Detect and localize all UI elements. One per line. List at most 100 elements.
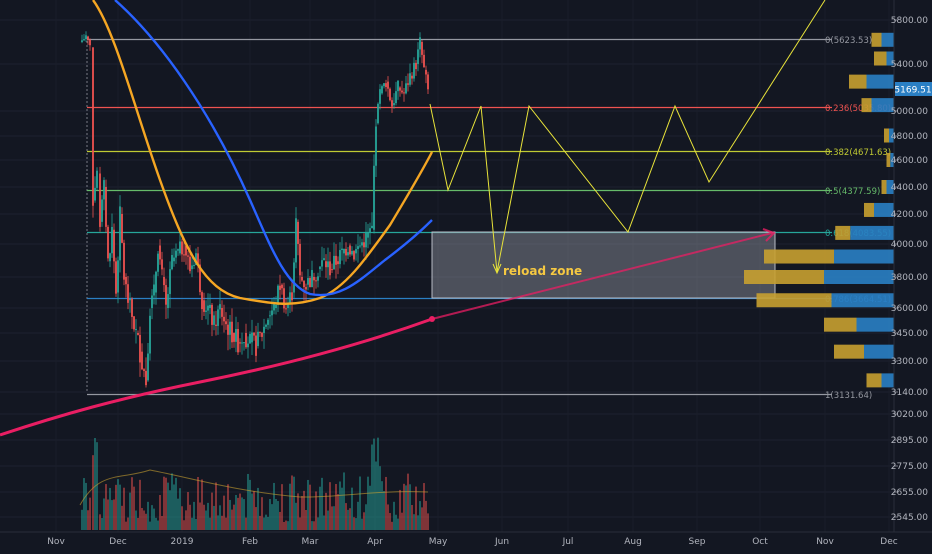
volume-bar: [413, 514, 415, 530]
volume-bar: [335, 483, 337, 530]
candle-body: [419, 37, 421, 50]
volume-bar: [221, 515, 223, 530]
volume-bar: [319, 486, 321, 530]
candle-body: [177, 249, 179, 251]
volume-bar: [333, 506, 335, 530]
volume-bar: [321, 477, 323, 530]
candle-body: [165, 285, 167, 305]
volume-bar: [189, 504, 191, 530]
volume-bar: [231, 509, 233, 530]
volume-bar: [233, 504, 235, 530]
candle-body: [207, 305, 209, 311]
volume-bar: [223, 495, 225, 530]
candle-body: [303, 280, 305, 288]
volume-bar: [325, 492, 327, 530]
volume-bar: [343, 472, 345, 530]
candle-body: [173, 257, 175, 262]
candle-body: [411, 75, 413, 79]
volume-bar: [259, 515, 261, 530]
candle-body: [85, 35, 87, 40]
candle-body: [333, 255, 335, 270]
volume-bar: [399, 489, 401, 530]
volume-bar: [117, 479, 119, 530]
volume-bar: [129, 492, 131, 530]
candle-body: [217, 309, 219, 326]
volume-bar: [107, 499, 109, 530]
volume-bar: [141, 508, 143, 530]
volume-bar: [101, 518, 103, 530]
volume-bar: [109, 487, 111, 530]
vp-bar-up: [886, 180, 894, 194]
candle-body: [379, 89, 381, 104]
y-tick-label: 5400.00: [891, 60, 928, 70]
candle-body: [213, 315, 215, 325]
volume-bar: [303, 490, 305, 530]
volume-bar: [339, 481, 341, 530]
volume-bar: [147, 501, 149, 530]
candle-body: [117, 260, 119, 293]
candle-body: [281, 284, 283, 289]
volume-bar: [133, 486, 135, 530]
candle-body: [277, 285, 279, 305]
y-tick-label: 2775.00: [891, 462, 928, 472]
y-tick-label: 5800.00: [891, 16, 928, 26]
candle-body: [89, 39, 91, 46]
volume-bar: [94, 437, 96, 530]
candle-body: [121, 214, 123, 243]
x-tick-label: Jun: [494, 537, 509, 547]
candle-body: [157, 253, 159, 272]
candle-body: [289, 292, 291, 303]
x-tick-label: Nov: [816, 537, 834, 547]
candle-body: [335, 255, 337, 265]
volume-bars: [79, 437, 429, 530]
volume-bar: [307, 479, 309, 530]
y-tick-label: 3600.00: [891, 304, 928, 314]
candle-body: [295, 218, 297, 263]
volume-bar: [113, 499, 115, 530]
reload-zone-label: reload zone: [503, 264, 582, 278]
volume-bar: [423, 483, 425, 530]
candle-body: [251, 332, 253, 343]
candle-body: [115, 261, 117, 294]
candle-body: [377, 103, 379, 124]
volume-bar: [313, 521, 315, 530]
volume-bar: [297, 493, 299, 530]
candle-body: [227, 324, 229, 335]
candle-body: [389, 88, 391, 101]
volume-bar: [229, 499, 231, 530]
candle-body: [363, 242, 365, 248]
candle-body: [107, 226, 109, 259]
x-tick-label: Feb: [242, 537, 258, 547]
candle-body: [109, 253, 111, 262]
volume-bar: [99, 514, 101, 530]
volume-bar: [385, 476, 387, 530]
vp-bar-down: [756, 293, 832, 308]
volume-ma-line: [79, 469, 429, 506]
vp-bar-down: [874, 51, 887, 66]
candle-body: [343, 248, 345, 254]
volume-bar: [227, 484, 229, 530]
vp-bar-up: [874, 202, 894, 217]
volume-bar: [265, 514, 267, 530]
candle-body: [229, 321, 231, 335]
volume-bar: [299, 517, 301, 530]
candle-body: [319, 266, 321, 270]
volume-bar: [185, 510, 187, 530]
volume-bar: [149, 521, 151, 530]
volume-bar: [275, 498, 277, 530]
candle-body: [145, 370, 147, 386]
candle-body: [241, 342, 243, 344]
y-tick-label: 5000.00: [891, 107, 928, 117]
candle-body: [375, 126, 377, 166]
y-tick-label: 2895.00: [891, 436, 928, 446]
volume-bar: [241, 497, 243, 530]
volume-bar: [135, 510, 137, 530]
vp-bar-down: [871, 32, 882, 47]
candle-body: [94, 187, 96, 201]
candle-body: [225, 321, 227, 325]
fib-level-label: 0(5623.53): [825, 36, 872, 46]
volume-bar: [373, 438, 375, 530]
candle-body: [409, 73, 411, 85]
volume-bar: [365, 504, 367, 530]
